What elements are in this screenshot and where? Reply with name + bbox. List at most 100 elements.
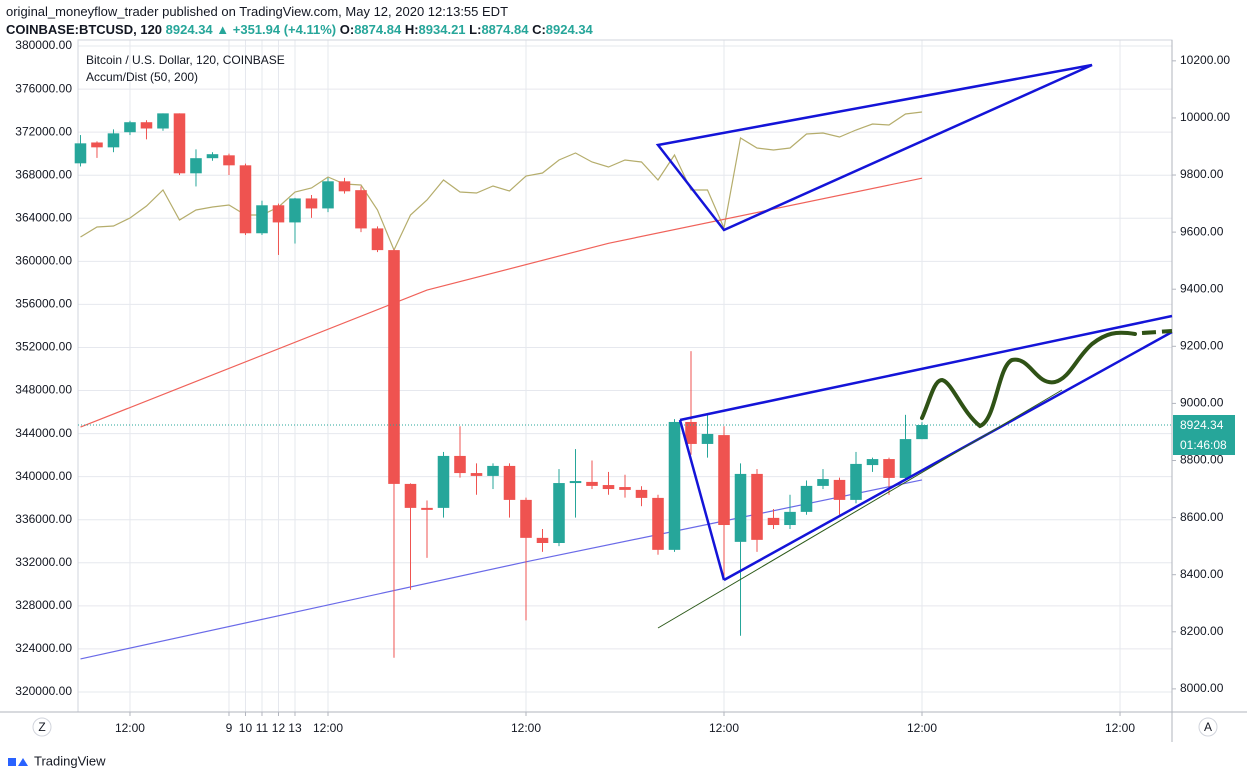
- y-tick-label: 8800.00: [1180, 453, 1224, 467]
- candle-body: [140, 122, 153, 129]
- header: original_moneyflow_trader published on T…: [6, 3, 593, 39]
- y2-tick-label: 376000.00: [15, 81, 72, 95]
- candle-body: [107, 133, 120, 148]
- publish-line: original_moneyflow_trader published on T…: [6, 4, 509, 19]
- y2-tick-label: 352000.00: [15, 340, 72, 354]
- candle-body: [355, 190, 367, 229]
- candle-body: [751, 473, 763, 540]
- candle-body: [718, 435, 730, 526]
- axes: 12:00 9 12:00 10 12:00 11 12:00 12 12:00 13 12:00 3…: [15, 38, 1235, 735]
- x-tick-label: 12: [272, 721, 286, 735]
- candle-body: [239, 165, 252, 234]
- projection-curve: [920, 330, 1137, 429]
- y-tick-label: 8000.00: [1180, 681, 1224, 695]
- candle-body: [173, 113, 186, 174]
- candle-body: [503, 465, 516, 500]
- zoom-button-label[interactable]: Z: [38, 720, 45, 734]
- candle-body: [602, 485, 615, 490]
- trendline: [657, 389, 1063, 629]
- candle-body: [668, 421, 681, 550]
- candle-body: [206, 154, 219, 159]
- c-key: C:: [532, 22, 546, 37]
- o-value: 8874.84: [354, 22, 402, 37]
- price: 8924.34: [165, 22, 213, 37]
- indicator-line: [80, 479, 923, 660]
- change: ▲ +351.94 (+4.11%): [216, 22, 337, 37]
- y2-tick-label: 348000.00: [15, 383, 72, 397]
- projection-dash: [1141, 329, 1173, 335]
- candle-body: [635, 489, 648, 498]
- candle-body: [833, 479, 846, 500]
- y-tick-label: 10000.00: [1180, 110, 1230, 124]
- zoom-button[interactable]: [32, 717, 52, 737]
- candle-body: [322, 181, 334, 209]
- auto-button-label[interactable]: A: [1204, 720, 1212, 734]
- indicator-label: Accum/Dist (50, 200): [86, 70, 198, 84]
- grid: [78, 40, 1172, 712]
- candle-body: [388, 250, 400, 484]
- candle-body: [586, 481, 598, 486]
- x-tick-label: 12:00: [115, 721, 145, 735]
- h-key: H:: [404, 22, 419, 37]
- y2-tick-label: 372000.00: [15, 124, 72, 138]
- o-key: O:: [339, 22, 355, 37]
- marks: [74, 111, 1172, 660]
- y2-tick-label: 380000.00: [15, 38, 72, 52]
- candle-body: [190, 158, 202, 174]
- candle-body: [421, 507, 433, 510]
- brand-logo: [8, 758, 28, 766]
- y-tick-label: 9200.00: [1180, 338, 1224, 352]
- candle-body: [553, 483, 565, 544]
- h-value: 8934.21: [418, 22, 466, 37]
- x-tick-label: 12:00: [709, 721, 739, 735]
- y2-tick-label: 340000.00: [15, 469, 72, 483]
- trendline: [723, 330, 1173, 582]
- ohlc-line: COINBASE:BTCUSD, 120 8924.34 ▲ +351.94 (…: [6, 21, 593, 39]
- last-price-label: 8924.34: [1180, 418, 1224, 432]
- candle-body: [404, 483, 417, 508]
- y2-tick-label: 328000.00: [15, 598, 72, 612]
- y2-tick-label: 368000.00: [15, 167, 72, 181]
- candle-body: [74, 143, 87, 164]
- x-tick-label: 9: [226, 721, 233, 735]
- candle-body: [569, 481, 582, 484]
- candle-body: [454, 455, 466, 474]
- candle-body: [652, 497, 664, 550]
- y-tick-label: 9400.00: [1180, 281, 1224, 295]
- candle-body: [157, 113, 169, 129]
- y2-tick-label: 364000.00: [15, 210, 72, 224]
- candle-body: [437, 455, 450, 508]
- indicator-line: [80, 177, 923, 428]
- y2-tick-label: 336000.00: [15, 512, 72, 526]
- countdown-label: 01:46:08: [1180, 438, 1227, 452]
- candle-body: [866, 459, 879, 466]
- symbol: COINBASE:BTCUSD, 120: [6, 22, 163, 37]
- x-tick-label: 12:00: [907, 721, 937, 735]
- candle-body: [223, 155, 235, 166]
- c-value: 8924.34: [545, 22, 593, 37]
- y2-tick-label: 320000.00: [15, 684, 72, 698]
- x-tick-label: 12:00: [511, 721, 541, 735]
- indicator-line: [80, 111, 923, 252]
- brand: TradingView: [34, 753, 106, 768]
- candle-body: [124, 122, 136, 133]
- y2-tick-label: 360000.00: [15, 254, 72, 268]
- wedge-drawing: [655, 63, 1093, 232]
- candle-body: [619, 487, 631, 490]
- y-tick-label: 8400.00: [1180, 567, 1224, 581]
- x-tick-label: 12:00: [313, 721, 343, 735]
- x-tick-label: 11: [256, 721, 269, 735]
- candle-body: [800, 485, 813, 512]
- candle-body: [734, 473, 747, 542]
- candle-body: [470, 473, 483, 476]
- y2-tick-label: 356000.00: [15, 297, 72, 311]
- y-tick-label: 8600.00: [1180, 510, 1224, 524]
- candle-body: [536, 537, 549, 544]
- candle-body: [91, 142, 103, 148]
- candle-body: [784, 511, 796, 526]
- candle-body: [272, 205, 285, 223]
- y-tick-label: 9600.00: [1180, 224, 1224, 238]
- auto-button[interactable]: [1198, 717, 1218, 737]
